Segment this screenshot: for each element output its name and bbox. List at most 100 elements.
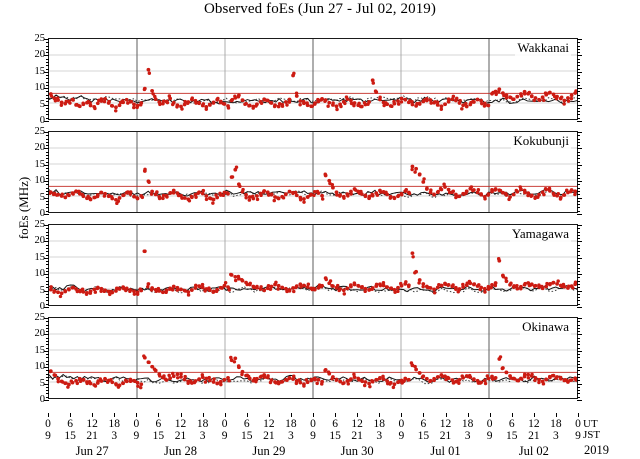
y-tick-minor bbox=[577, 247, 580, 249]
y-tick-minor bbox=[577, 396, 580, 398]
y-tick-minor bbox=[46, 207, 49, 209]
y-tick-minor bbox=[46, 228, 49, 230]
y-tick-mark bbox=[44, 71, 49, 73]
y-tick-minor bbox=[46, 254, 49, 256]
x-tick-mark bbox=[357, 413, 359, 417]
y-tick-minor bbox=[46, 78, 49, 80]
y-tick-minor bbox=[46, 321, 49, 323]
y-tick-minor bbox=[577, 117, 580, 119]
x-axis-day-label: Jun 27 bbox=[75, 444, 109, 458]
y-tick-minor bbox=[577, 168, 580, 170]
y-tick-mark bbox=[577, 55, 582, 57]
y-tick-minor bbox=[577, 347, 580, 349]
y-tick-mark bbox=[44, 164, 49, 166]
y-tick-minor bbox=[46, 270, 49, 272]
y-tick-minor bbox=[46, 94, 49, 96]
y-tick-minor bbox=[46, 347, 49, 349]
y-tick-minor bbox=[46, 161, 49, 163]
x-tick-label: 18 3 bbox=[373, 418, 386, 442]
y-tick-label: 25 bbox=[34, 311, 46, 323]
y-tick-minor bbox=[46, 194, 49, 196]
y-tick-minor bbox=[577, 337, 580, 339]
y-tick-mark bbox=[44, 225, 49, 226]
x-tick-label: 12 21 bbox=[174, 418, 187, 442]
x-tick-label: 12 21 bbox=[86, 418, 98, 442]
y-tick-minor bbox=[577, 194, 580, 196]
y-tick-minor bbox=[46, 303, 49, 305]
y-tick-minor bbox=[577, 184, 580, 186]
x-axis: 0 9 6 15 12 21 18 3 Jun 27 0 9 6 15 12 21 18 3 Jun 28 0 9 6 1… bbox=[45, 413, 581, 458]
y-tick-minor bbox=[577, 154, 580, 156]
x-tick-label: 6 15 bbox=[506, 418, 518, 442]
y-tick-minor bbox=[577, 94, 580, 96]
y-tick-label: 5 bbox=[39, 377, 45, 389]
x-tick-mark bbox=[379, 413, 381, 417]
x-tick-mark bbox=[136, 413, 138, 417]
y-tick-minor bbox=[46, 337, 49, 339]
y-tick-minor bbox=[46, 390, 49, 392]
y-tick-minor bbox=[577, 360, 580, 362]
y-tick-mark bbox=[577, 121, 582, 122]
y-tick-minor bbox=[46, 45, 49, 47]
y-tick-minor bbox=[577, 75, 580, 77]
y-tick-minor bbox=[577, 158, 580, 160]
y-tick-minor bbox=[46, 284, 49, 286]
y-tick-mark bbox=[577, 148, 582, 150]
x-tick-label: 6 15 bbox=[64, 418, 76, 442]
y-tick-minor bbox=[577, 141, 580, 143]
y-tick-minor bbox=[577, 135, 580, 137]
y-tick-mark bbox=[577, 181, 582, 183]
panel-station-label: Yamagawa bbox=[509, 226, 571, 242]
y-tick-minor bbox=[46, 145, 49, 147]
y-tick-minor bbox=[46, 91, 49, 93]
y-tick-minor bbox=[46, 68, 49, 70]
y-tick-minor bbox=[46, 65, 49, 67]
y-tick-minor bbox=[577, 187, 580, 189]
y-tick-minor bbox=[577, 293, 580, 295]
x-tick-label: 18 3 bbox=[285, 418, 297, 442]
y-tick-mark bbox=[44, 318, 49, 319]
y-tick-minor bbox=[577, 261, 580, 263]
x-tick-mark bbox=[445, 413, 447, 417]
y-tick-label: 5 bbox=[39, 191, 45, 203]
y-tick-mark bbox=[577, 39, 582, 40]
y-tick-minor bbox=[46, 386, 49, 388]
y-tick-minor bbox=[577, 45, 580, 47]
y-tick-minor bbox=[46, 396, 49, 398]
y-tick-mark bbox=[44, 148, 49, 150]
x-axis-day-label: Jul 02 bbox=[518, 444, 549, 458]
panel-station-label: Okinawa bbox=[520, 319, 571, 335]
y-tick-minor bbox=[46, 81, 49, 83]
y-tick-minor bbox=[577, 231, 580, 233]
y-tick-minor bbox=[577, 81, 580, 83]
x-tick-mark bbox=[423, 413, 425, 417]
x-tick-label: 12 21 bbox=[263, 418, 275, 442]
y-tick-mark bbox=[44, 350, 49, 352]
y-tick-minor bbox=[577, 251, 580, 253]
y-tick-minor bbox=[46, 58, 49, 60]
y-tick-mark bbox=[577, 241, 582, 243]
y-tick-label: 15 bbox=[34, 251, 46, 263]
y-tick-mark bbox=[577, 104, 582, 106]
y-tick-minor bbox=[46, 114, 49, 116]
y-tick-minor bbox=[577, 373, 580, 375]
y-tick-minor bbox=[46, 370, 49, 372]
y-tick-minor bbox=[46, 244, 49, 246]
y-tick-label: 20 bbox=[34, 235, 46, 247]
y-tick-minor bbox=[577, 58, 580, 60]
y-tick-minor bbox=[46, 373, 49, 375]
panel-okinawa: 0 5 10 15 20 25 Okinawa bbox=[35, 312, 582, 404]
x-tick-mark bbox=[48, 413, 49, 417]
y-tick-minor bbox=[577, 161, 580, 163]
y-tick-minor bbox=[577, 228, 580, 230]
y-tick-minor bbox=[577, 264, 580, 266]
y-tick-mark bbox=[577, 71, 582, 73]
y-tick-minor bbox=[46, 61, 49, 63]
y-tick-label: 15 bbox=[34, 344, 46, 356]
y-axis-label: foEs (MHz) bbox=[16, 176, 31, 240]
x-tick-label: 12 21 bbox=[351, 418, 363, 442]
x-tick-mark bbox=[224, 413, 226, 417]
y-tick-label: 5 bbox=[39, 98, 45, 110]
